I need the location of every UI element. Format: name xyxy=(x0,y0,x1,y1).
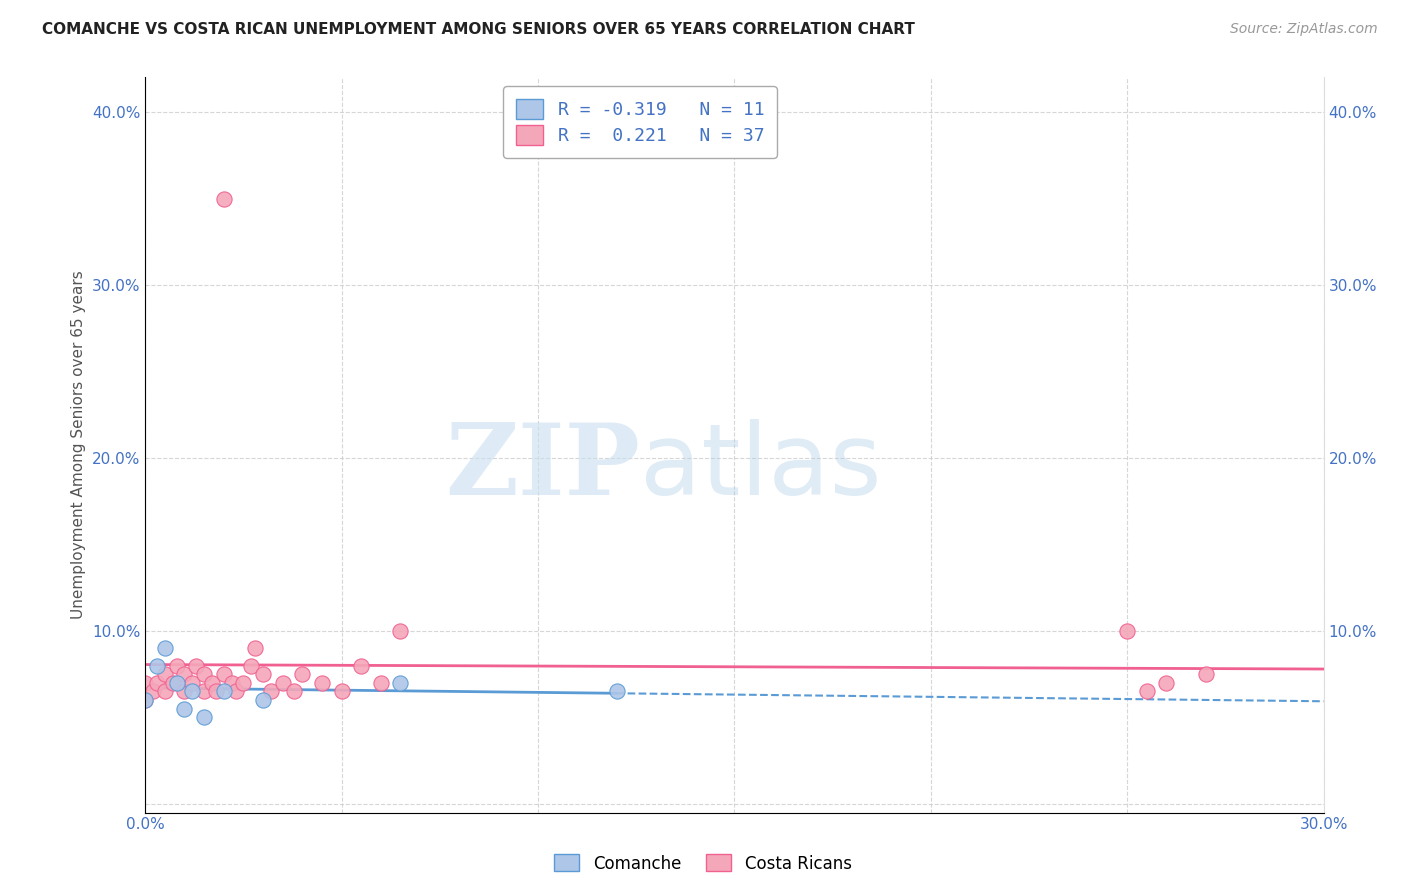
Point xyxy=(153,667,176,681)
Point xyxy=(1116,624,1139,638)
Point xyxy=(181,684,204,698)
Point xyxy=(162,675,184,690)
Text: ZIP: ZIP xyxy=(446,418,640,516)
Point xyxy=(212,192,235,206)
Point xyxy=(605,684,627,698)
Point xyxy=(142,684,165,698)
Point xyxy=(186,658,208,673)
Point xyxy=(1195,667,1218,681)
Point xyxy=(166,658,188,673)
Point xyxy=(134,675,156,690)
Point xyxy=(173,702,195,716)
Point xyxy=(193,667,215,681)
Point xyxy=(1156,675,1178,690)
Point xyxy=(173,684,195,698)
Point xyxy=(134,693,156,707)
Point xyxy=(153,641,176,656)
Point xyxy=(271,675,294,690)
Point xyxy=(134,693,156,707)
Point xyxy=(193,710,215,724)
Point xyxy=(291,667,314,681)
Point xyxy=(370,675,392,690)
Point xyxy=(212,684,235,698)
Point xyxy=(146,675,169,690)
Point xyxy=(173,667,195,681)
Y-axis label: Unemployment Among Seniors over 65 years: Unemployment Among Seniors over 65 years xyxy=(72,270,86,619)
Point xyxy=(224,684,246,698)
Point xyxy=(232,675,254,690)
Point xyxy=(212,667,235,681)
Point xyxy=(201,675,224,690)
Point xyxy=(146,658,169,673)
Text: Source: ZipAtlas.com: Source: ZipAtlas.com xyxy=(1230,22,1378,37)
Point xyxy=(283,684,305,698)
Point xyxy=(311,675,333,690)
Point xyxy=(153,684,176,698)
Point xyxy=(389,624,412,638)
Point xyxy=(193,684,215,698)
Point xyxy=(181,675,204,690)
Point xyxy=(221,675,243,690)
Text: atlas: atlas xyxy=(640,418,882,516)
Point xyxy=(240,658,263,673)
Point xyxy=(252,667,274,681)
Legend: R = -0.319   N = 11, R =  0.221   N = 37: R = -0.319 N = 11, R = 0.221 N = 37 xyxy=(503,87,776,158)
Point xyxy=(205,684,228,698)
Legend: Comanche, Costa Ricans: Comanche, Costa Ricans xyxy=(548,847,858,880)
Text: COMANCHE VS COSTA RICAN UNEMPLOYMENT AMONG SENIORS OVER 65 YEARS CORRELATION CHA: COMANCHE VS COSTA RICAN UNEMPLOYMENT AMO… xyxy=(42,22,915,37)
Point xyxy=(389,675,412,690)
Point xyxy=(350,658,373,673)
Point xyxy=(1136,684,1159,698)
Point xyxy=(252,693,274,707)
Point xyxy=(330,684,353,698)
Point xyxy=(260,684,283,698)
Point xyxy=(166,675,188,690)
Point xyxy=(243,641,266,656)
